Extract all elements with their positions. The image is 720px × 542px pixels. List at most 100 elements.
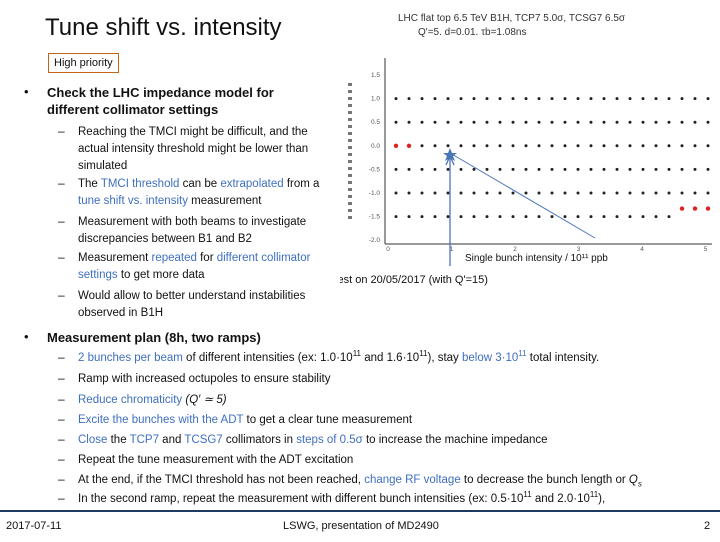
dash: –	[58, 432, 65, 446]
dash: –	[58, 176, 65, 190]
dot	[680, 97, 684, 101]
dot	[654, 120, 658, 124]
dot	[654, 215, 658, 219]
text-run: In the second ramp, repeat the measureme…	[78, 493, 524, 505]
dot	[472, 167, 476, 171]
dot	[537, 144, 541, 148]
dot	[589, 167, 593, 171]
dot	[433, 191, 437, 195]
dot	[537, 191, 541, 195]
dot	[563, 191, 567, 195]
text-run: change RF voltage	[364, 474, 461, 486]
text-run: total intensity.	[526, 352, 600, 364]
inset-title: LHC flat top 6.5 TeV B1H, TCP7 5.0σ, TCS…	[398, 13, 626, 24]
text-run: (Q′ ≃ 5)	[182, 394, 227, 406]
sub-item: In the second ramp, repeat the measureme…	[78, 491, 718, 508]
dot	[602, 97, 606, 101]
dot	[667, 97, 671, 101]
dot	[485, 215, 489, 219]
dot	[550, 97, 554, 101]
sub-item: Would allow to better understand instabi…	[78, 288, 340, 322]
text-run: to decrease the bunch length or	[460, 474, 629, 486]
marker	[348, 125, 352, 128]
sub-item: At the end, if the TMCI threshold has no…	[78, 472, 718, 489]
star	[443, 148, 457, 161]
bullet-dot: •	[24, 84, 29, 99]
dot	[446, 144, 450, 148]
dot	[550, 167, 554, 171]
dot	[667, 191, 671, 195]
dot	[446, 167, 450, 171]
dot	[472, 97, 476, 101]
marker	[348, 83, 352, 86]
text-run: to get a clear tune measurement	[243, 414, 413, 426]
dot	[459, 215, 463, 219]
dot	[693, 191, 697, 195]
dot	[563, 144, 567, 148]
footer-date: 2017-07-11	[6, 520, 62, 532]
text-run: and	[158, 434, 185, 446]
dot	[628, 167, 632, 171]
dot	[537, 97, 541, 101]
sub-item: Reaching the TMCI might be difficult, an…	[78, 124, 340, 175]
text-run: Ramp with increased octupoles to ensure …	[78, 373, 331, 385]
dot	[654, 191, 658, 195]
dot	[680, 167, 684, 171]
dot	[654, 167, 658, 171]
dot	[563, 97, 567, 101]
dot	[615, 215, 619, 219]
text-run: tune shift vs. intensity	[78, 195, 188, 207]
dot	[511, 167, 515, 171]
dash: –	[58, 214, 65, 228]
text-run: TCSG7	[184, 434, 223, 446]
dot	[706, 144, 710, 148]
inset-subtitle: Q'=5. d=0.01. τb=1.08ns	[418, 27, 526, 38]
dot	[446, 215, 450, 219]
dot	[524, 191, 528, 195]
dash: –	[58, 392, 65, 406]
dot	[628, 97, 632, 101]
dot	[524, 97, 528, 101]
dot	[446, 97, 450, 101]
y-tick-label: 0.5	[371, 119, 380, 126]
dot	[615, 97, 619, 101]
text-run: steps of 0.5σ	[296, 434, 363, 446]
dot	[563, 167, 567, 171]
text-run: the	[107, 434, 130, 446]
dot	[654, 97, 658, 101]
y-tick-label: 0.0	[371, 143, 380, 150]
text-run: Reduce chromaticity	[78, 394, 183, 406]
dash: –	[58, 371, 65, 385]
x-tick-label: 2	[513, 246, 517, 253]
marker	[348, 153, 352, 156]
text-run: The	[78, 178, 101, 190]
dot	[628, 144, 632, 148]
dot	[420, 120, 424, 124]
dot	[511, 215, 515, 219]
dot	[459, 120, 463, 124]
sub-item: Excite the bunches with the ADT to get a…	[78, 412, 718, 429]
dot	[485, 120, 489, 124]
dot	[615, 191, 619, 195]
text-run: 11	[419, 349, 428, 359]
text-run: Reaching the TMCI might be difficult, an…	[78, 126, 309, 172]
dot	[446, 120, 450, 124]
text-run: 2 bunches per beam	[78, 352, 183, 364]
dot	[407, 191, 411, 195]
dot	[420, 144, 424, 148]
page-number: 2	[704, 520, 711, 532]
text-run: 11	[589, 490, 599, 500]
dot	[563, 120, 567, 124]
dash: –	[58, 412, 65, 426]
marker	[348, 167, 352, 170]
text-run: extrapolated	[220, 178, 284, 190]
marker	[348, 160, 352, 163]
text-run: for	[196, 252, 217, 264]
dot	[393, 143, 399, 148]
dot	[602, 120, 606, 124]
dot	[524, 215, 528, 219]
dot	[524, 120, 528, 124]
dot	[433, 167, 437, 171]
dot	[563, 215, 567, 219]
dot	[394, 120, 398, 124]
